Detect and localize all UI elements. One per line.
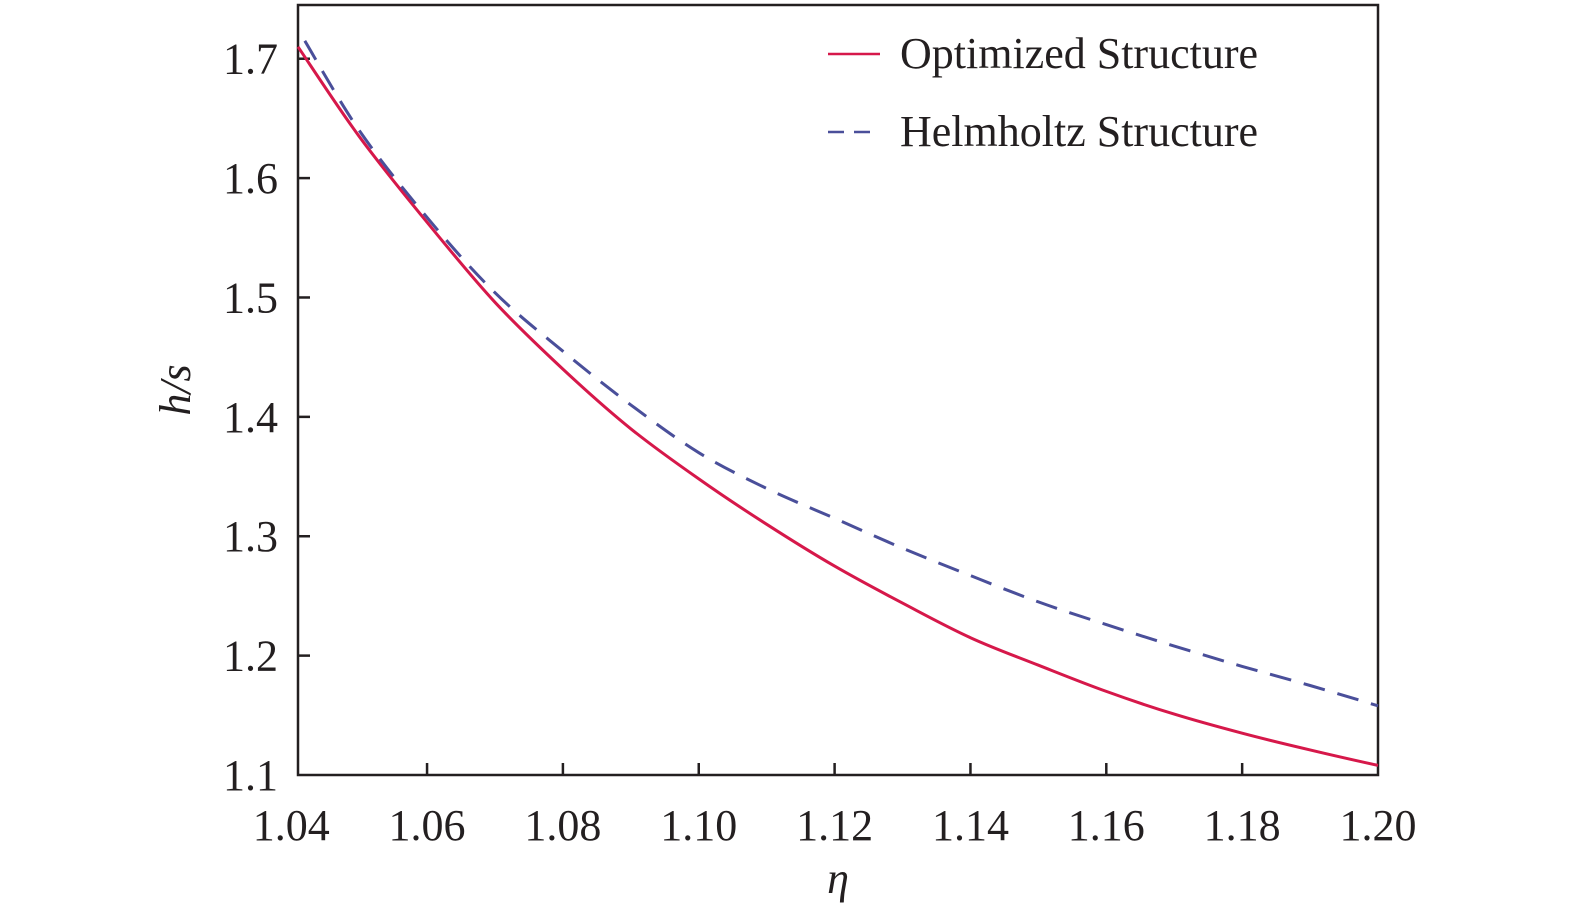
x-tick-label: 1.04 — [253, 801, 330, 850]
x-axis-ticks: 1.04 1.06 1.08 1.10 1.12 1.14 1.16 1.18 1.20 — [253, 763, 1417, 850]
y-tick-label: 1.1 — [223, 751, 278, 800]
series-line-optimized — [296, 45, 1379, 767]
x-axis-label: η — [827, 854, 849, 903]
y-tick-label: 1.6 — [223, 154, 278, 203]
y-axis-label: h/s — [151, 364, 200, 415]
y-tick-label: 1.7 — [223, 35, 278, 84]
x-tick-label: 1.18 — [1204, 801, 1281, 850]
x-tick-label: 1.20 — [1340, 801, 1417, 850]
y-tick-label: 1.3 — [223, 512, 278, 561]
x-tick-label: 1.16 — [1068, 801, 1145, 850]
x-tick-label: 1.08 — [524, 801, 601, 850]
legend-label-optimized: Optimized Structure — [900, 29, 1258, 78]
series-line-helmholtz — [303, 40, 1379, 708]
legend: Optimized Structure Helmholtz Structure — [828, 29, 1258, 156]
x-tick-label: 1.10 — [660, 801, 737, 850]
y-tick-label: 1.5 — [223, 273, 278, 322]
y-tick-label: 1.4 — [223, 393, 278, 442]
legend-label-helmholtz: Helmholtz Structure — [900, 107, 1258, 156]
x-tick-label: 1.06 — [389, 801, 466, 850]
y-axis-ticks: 1.1 1.2 1.3 1.4 1.5 1.6 1.7 — [223, 35, 310, 800]
plot-frame — [296, 3, 1380, 777]
series-layer — [296, 40, 1379, 767]
y-tick-label: 1.2 — [223, 632, 278, 681]
x-tick-label: 1.14 — [932, 801, 1009, 850]
x-tick-label: 1.12 — [796, 801, 873, 850]
